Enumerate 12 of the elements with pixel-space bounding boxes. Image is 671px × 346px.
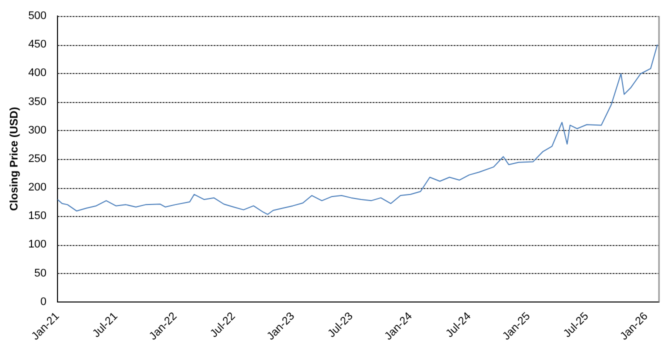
- y-tick-label: 50: [34, 267, 47, 280]
- y-tick-label: 450: [28, 38, 47, 51]
- y-tick-label: 0: [40, 296, 47, 308]
- y-tick-label: 150: [28, 210, 47, 222]
- y-tick-label: 300: [28, 124, 47, 136]
- y-tick-label: 200: [28, 182, 47, 194]
- y-axis-title: Closing Price (USD): [8, 106, 21, 211]
- y-tick-label: 100: [28, 238, 47, 251]
- y-tick-label: 250: [28, 152, 47, 165]
- y-tick-label: 400: [28, 67, 47, 80]
- y-tick-label: 500: [28, 10, 47, 22]
- y-tick-label: 350: [28, 96, 47, 108]
